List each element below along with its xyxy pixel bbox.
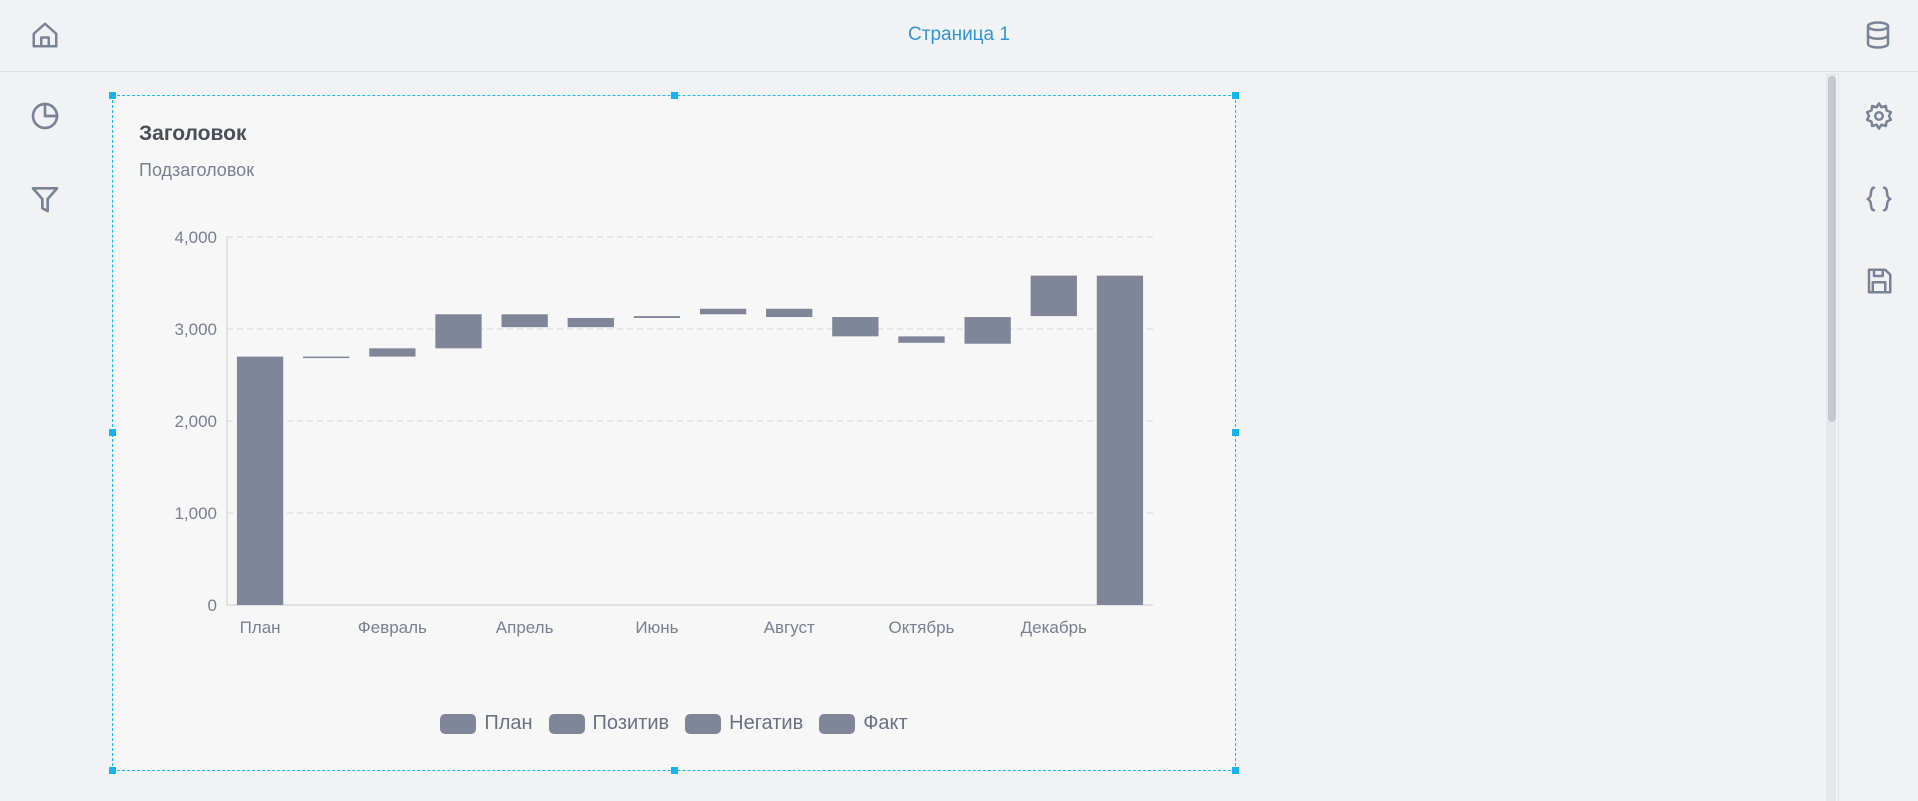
- bar-Позитив-Август: [766, 308, 813, 318]
- resize-handle-bottom[interactable]: [671, 767, 678, 774]
- waterfall-chart: 0 1,000 2,000 3,000 4,000 План Февраль Апрель Ию…: [174, 228, 1153, 637]
- gear-icon[interactable]: [1859, 96, 1899, 136]
- legend-item[interactable]: Негатив: [685, 712, 803, 735]
- resize-handle-bottom-right[interactable]: [1232, 767, 1239, 774]
- legend-swatch: [685, 713, 722, 734]
- resize-handle-bottom-left[interactable]: [109, 767, 116, 774]
- bar-Негатив-Октябрь: [898, 336, 945, 343]
- legend-swatch: [548, 713, 585, 734]
- legend-label: Факт: [863, 712, 908, 734]
- scrollbar-thumb[interactable]: [1828, 76, 1836, 422]
- bar-Негатив-Сентябрь: [832, 317, 879, 337]
- bar-Позитив-Январь: [303, 356, 350, 359]
- legend-label: Негатив: [729, 712, 804, 734]
- right-toolbar: [1838, 73, 1918, 801]
- legend-item[interactable]: Факт: [819, 712, 908, 735]
- y-tick-label: 1,000: [174, 504, 217, 523]
- scrollbar-track[interactable]: [1826, 73, 1836, 801]
- legend-swatch: [440, 713, 477, 734]
- x-tick-label: Февраль: [358, 618, 427, 637]
- legend-swatch: [819, 713, 856, 734]
- bar-Позитив-Май: [567, 317, 614, 328]
- bar-Позитив-Декабрь: [1030, 275, 1077, 317]
- y-tick-label: 2,000: [174, 412, 217, 431]
- save-icon[interactable]: [1859, 261, 1899, 301]
- bar-План-План: [236, 356, 284, 605]
- x-tick-label: Июнь: [635, 618, 678, 637]
- database-icon[interactable]: [1858, 15, 1898, 55]
- top-bar: Страница 1: [0, 0, 1918, 72]
- legend-label: Позитив: [592, 712, 670, 734]
- resize-handle-top-left[interactable]: [109, 92, 116, 99]
- bar-Позитив-Февраль: [369, 348, 416, 357]
- left-toolbar: [0, 73, 90, 801]
- braces-icon[interactable]: [1859, 179, 1899, 219]
- widget-title: Заголовок: [139, 122, 247, 145]
- bar-Позитив-Март: [435, 314, 482, 349]
- chart-legend: План Позитив Негатив Факт: [113, 712, 1235, 735]
- chart-widget[interactable]: Заголовок Подзаголовок 0 1,000 2,000 3,000 4…: [109, 92, 1239, 774]
- widget-subtitle: Подзаголовок: [139, 160, 255, 180]
- legend-item[interactable]: Позитив: [548, 712, 670, 735]
- filter-icon[interactable]: [25, 179, 65, 219]
- y-tick-label: 3,000: [174, 320, 217, 339]
- bar-Позитив-Июнь: [633, 316, 681, 318]
- x-tick-label: Апрель: [496, 618, 554, 637]
- pie-chart-icon[interactable]: [25, 96, 65, 136]
- legend-label: План: [484, 712, 533, 734]
- resize-handle-right[interactable]: [1232, 429, 1239, 436]
- resize-handle-left[interactable]: [109, 429, 116, 436]
- bar-Позитив-Апрель: [501, 314, 548, 328]
- bar-Позитив-Июль: [699, 308, 747, 315]
- x-tick-label: Август: [764, 618, 815, 637]
- x-tick-label: Октябрь: [889, 618, 955, 637]
- home-icon[interactable]: [25, 15, 65, 55]
- resize-handle-top[interactable]: [671, 92, 678, 99]
- page-tab[interactable]: Страница 1: [908, 24, 1010, 45]
- legend-item[interactable]: План: [440, 712, 533, 735]
- bar-Факт-Факт: [1096, 275, 1144, 605]
- y-tick-label: 4,000: [174, 228, 217, 247]
- bar-Позитив-Ноябрь: [964, 317, 1011, 344]
- x-tick-label: Декабрь: [1021, 618, 1087, 637]
- x-tick-label: План: [240, 618, 281, 637]
- resize-handle-top-right[interactable]: [1232, 92, 1239, 99]
- y-tick-label: 0: [208, 596, 217, 615]
